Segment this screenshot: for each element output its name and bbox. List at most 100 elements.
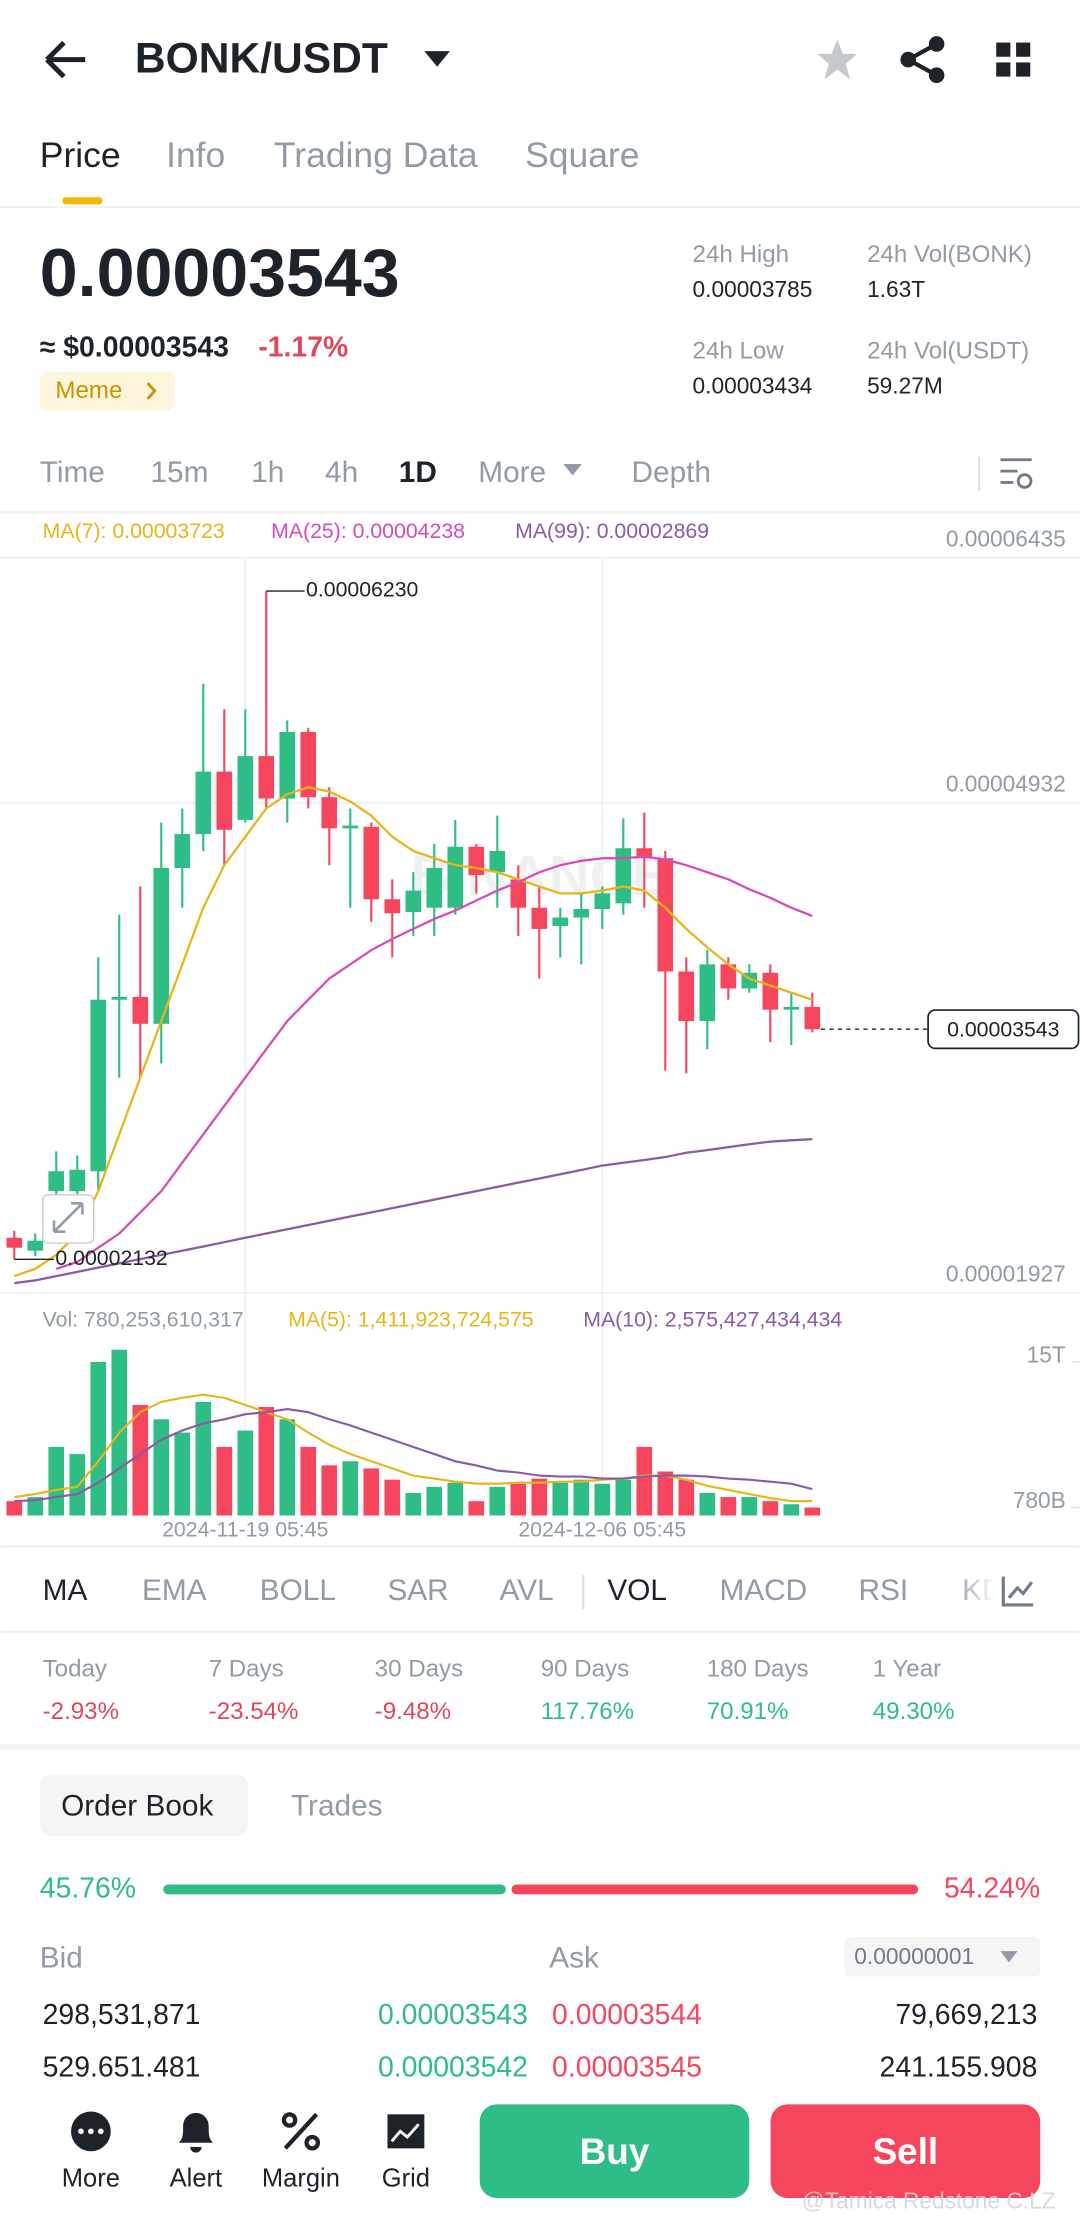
indicator[interactable]: AVL (500, 1574, 554, 1607)
interval[interactable]: Time (40, 456, 105, 489)
interval[interactable]: Depth (632, 456, 711, 489)
volume-bar (279, 1419, 296, 1516)
indicator[interactable]: EMA (142, 1574, 207, 1607)
tag-badge[interactable] (39, 371, 175, 411)
ask-header: Ask (549, 1942, 599, 1975)
pair-title[interactable]: BONK/USDT (135, 34, 388, 82)
period-label: 7 Days (209, 1656, 284, 1683)
legend-label: MA(10): 2,575,427,434,434 (583, 1308, 842, 1332)
precision-select[interactable] (844, 1936, 1041, 1977)
indicator[interactable]: MA (43, 1574, 88, 1607)
candle-body (132, 996, 149, 1024)
volume-bar (321, 1465, 338, 1516)
ma-line (14, 1393, 813, 1503)
indicator[interactable]: VOL (607, 1574, 667, 1607)
volume-bar (384, 1479, 401, 1516)
y-tick-label: 0.00004932 (946, 771, 1066, 797)
interval[interactable]: 1D (399, 456, 437, 489)
ask-price: 0.00003544 (552, 1999, 702, 2031)
volume-bar (573, 1479, 590, 1516)
high-label: 0.00006230 (306, 578, 418, 602)
nav-label[interactable]: Margin (262, 2164, 340, 2192)
interval[interactable]: 15m (150, 456, 208, 489)
interval[interactable]: 4h (325, 456, 358, 489)
indicator[interactable]: SAR (387, 1574, 448, 1607)
period-value: -2.93% (43, 1698, 119, 1725)
ask-ratio: 54.24% (944, 1873, 1040, 1905)
candle-body (111, 996, 128, 1000)
volume-bar (804, 1507, 821, 1516)
last-price: 0.00003543 (40, 235, 400, 311)
fade (953, 1560, 997, 1624)
divider (0, 1743, 1080, 1750)
indicator-settings[interactable] (1001, 1576, 1034, 1607)
share-icon[interactable] (900, 36, 945, 84)
y-tick-label: 0.00006435 (946, 526, 1066, 552)
ob-tab[interactable]: Trades (291, 1790, 383, 1823)
tab[interactable]: Info (166, 135, 225, 175)
bid-price: 0.00003543 (378, 1999, 528, 2031)
back-button[interactable] (45, 40, 86, 79)
ask-depth (511, 1884, 919, 1895)
more-icon[interactable] (71, 2111, 111, 2152)
volume-bar (363, 1468, 380, 1516)
candle-body (636, 848, 653, 859)
volume-bar (132, 1404, 149, 1516)
volume-bar (174, 1432, 191, 1516)
candle-body (363, 826, 380, 900)
volume-bar (405, 1492, 422, 1516)
legend-label: MA(99): 0.00002869 (515, 519, 709, 543)
candle-body (27, 1240, 44, 1251)
grid-icon[interactable] (387, 2114, 425, 2149)
period-value: -23.54% (209, 1698, 299, 1725)
period-value: 70.91% (707, 1698, 789, 1725)
last-price-label: 0.00003543 (947, 1017, 1059, 1041)
nav-label[interactable]: More (62, 2164, 120, 2192)
ob-tab[interactable]: Order Book (61, 1790, 213, 1823)
tab[interactable]: Trading Data (274, 135, 478, 175)
interval[interactable]: More (478, 456, 546, 489)
chart-settings-icon[interactable] (1000, 458, 1033, 489)
tag-text[interactable]: Meme (55, 377, 122, 404)
nav-label[interactable]: Grid (382, 2164, 430, 2192)
indicator[interactable]: BOLL (260, 1574, 336, 1607)
candle-body (69, 1169, 86, 1192)
sell-button[interactable] (770, 2104, 1041, 2199)
buy-button[interactable] (479, 2104, 750, 2199)
volume-label: Vol: 780,253,610,317 (43, 1308, 244, 1332)
indicator[interactable]: MACD (720, 1574, 808, 1607)
stat-value: 1.63T (867, 276, 925, 302)
ma-line (55, 855, 813, 1270)
tab[interactable]: Price (40, 135, 121, 175)
volume-bar (426, 1486, 443, 1516)
performance: Today -2.93% 7 Days -23.54% 30 Days -9.4… (43, 1656, 955, 1726)
interval[interactable]: 1h (251, 456, 284, 489)
ask-qty: 241.155.908 (880, 2051, 1038, 2083)
pair-dropdown[interactable] (424, 51, 450, 67)
alert-icon[interactable] (178, 2112, 213, 2153)
indicator[interactable]: RSI (859, 1574, 909, 1607)
bid-ratio: 45.76% (40, 1873, 136, 1905)
layout-icon[interactable] (996, 42, 1031, 77)
nav-label[interactable]: Alert (170, 2164, 222, 2192)
precision[interactable]: 0.00000001 (854, 1943, 974, 1969)
candle-body (783, 1006, 800, 1010)
buy-label[interactable]: Buy (580, 2131, 650, 2172)
tab-pill[interactable] (39, 1775, 249, 1837)
candle-body (279, 731, 296, 799)
x-tick-label: 2024-11-19 05:45 (162, 1518, 328, 1542)
tab[interactable]: Square (525, 135, 639, 175)
y-tick-label: 0.00001927 (946, 1261, 1066, 1287)
favorite-icon[interactable] (817, 39, 858, 80)
margin-icon[interactable] (281, 2112, 321, 2151)
volume-bar (489, 1486, 506, 1516)
volume-bar (783, 1504, 800, 1516)
volume-bar (69, 1454, 86, 1516)
candle-body (468, 846, 485, 876)
last-price-box (927, 1009, 1080, 1050)
candle-body (384, 899, 401, 914)
sell-label[interactable]: Sell (873, 2131, 939, 2172)
ma-line (14, 1407, 813, 1503)
stat-label: 24h Low (693, 337, 785, 364)
